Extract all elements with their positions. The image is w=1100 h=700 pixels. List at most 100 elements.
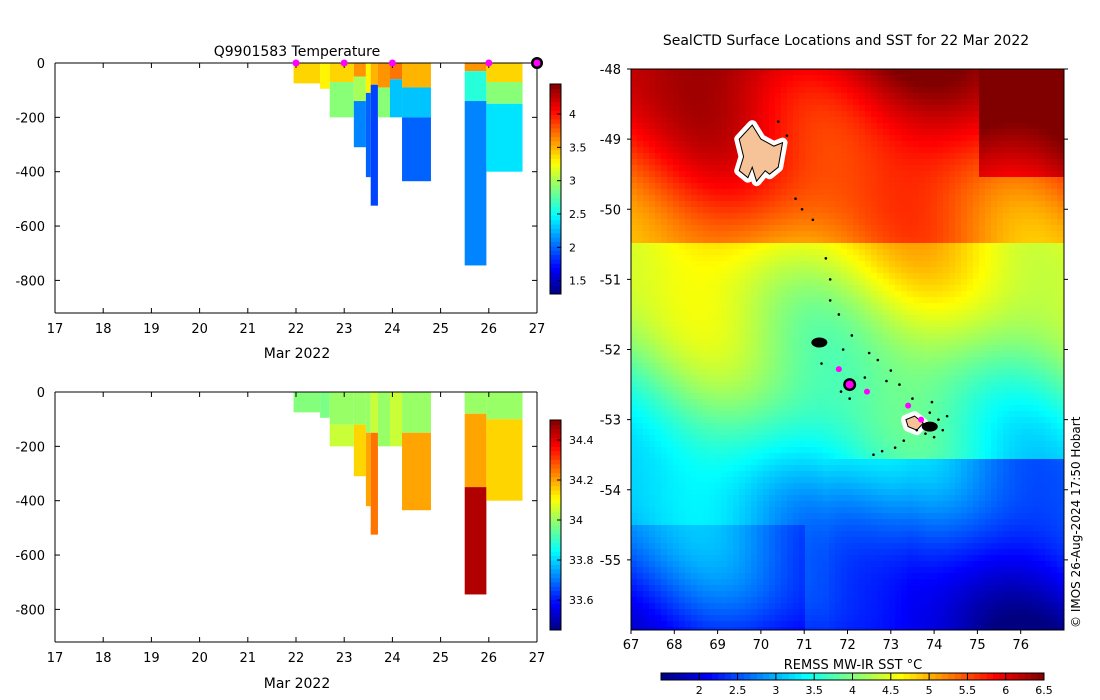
sst-cell [799,429,806,436]
sst-cell [733,81,740,88]
sst-cell [781,81,788,88]
sst-cell [655,423,662,430]
sst-cell [751,333,758,340]
sst-cell [649,129,656,136]
sst-cell [763,453,770,460]
sst-cell [787,183,794,190]
sst-cell [979,321,986,328]
sst-cell [817,387,824,394]
sst-cell [703,201,710,208]
sst-cell [991,423,998,430]
sst-cell [1033,285,1040,292]
sst-cell [787,405,794,412]
sst-cell [805,189,812,196]
sst-cell [793,387,800,394]
sst-cell [949,201,956,208]
sst-cell [1051,285,1058,292]
sst-cell [889,411,896,418]
sst-cell [1051,255,1058,262]
sst-cell [667,453,674,460]
sst-cell [685,255,692,262]
sst-cell [1045,279,1052,286]
sst-cell [913,237,920,244]
sst-cell [895,153,902,160]
sst-cell [949,387,956,394]
sst-cell [889,285,896,292]
sst-cell [685,333,692,340]
y-tick-label: -600 [15,549,45,564]
sst-cell [871,441,878,448]
sst-cell [871,255,878,262]
sst-cell [673,417,680,424]
sst-cell [745,69,752,76]
sst-cell [1003,129,1010,136]
sst-cell [967,183,974,190]
colorbar-cell [550,551,561,557]
sst-cell [721,219,728,226]
sst-cell [901,285,908,292]
sst-cell [631,351,638,358]
sst-cell [745,93,752,100]
sst-cell [871,357,878,364]
sst-cell [673,363,680,370]
x-tick-label: 26 [481,322,498,337]
sst-cell [1039,117,1046,124]
temperature-panel: 17 18 19 20 21 22 23 24 25 26 270-200-400-600-800 1… [15,44,586,362]
sst-cell [937,363,944,370]
sst-cell [697,333,704,340]
x-tick-label: 23 [336,322,353,337]
sst-cell [1051,309,1058,316]
sst-cell [937,81,944,88]
sst-cell [697,165,704,172]
sst-cell [715,285,722,292]
sst-cell [889,321,896,328]
sst-cell [1045,69,1052,76]
sst-cell [703,261,710,268]
sst-cell [649,429,656,436]
sst-cell [907,201,914,208]
sst-cell [703,195,710,202]
sst-cell [1057,411,1064,418]
sst-cell [649,249,656,256]
sst-cell [655,237,662,244]
colorbar-cell [550,433,561,438]
sst-cell [631,105,638,112]
sst-cell [943,273,950,280]
sst-cell [697,285,704,292]
sst-cell [811,129,818,136]
sst-cell [697,183,704,190]
sst-cell [763,201,770,208]
sst-cell [667,111,674,118]
sst-cell [853,393,860,400]
sst-cell [733,243,740,250]
sst-cell [715,291,722,298]
sst-cell [1009,219,1016,226]
profile-6-layer-0 [377,392,390,447]
sst-cell [793,303,800,310]
x-tick-label: 22 [288,322,305,337]
sst-cell [649,339,656,346]
sst-cell [763,291,770,298]
sst-cell [781,249,788,256]
sst-cell [841,123,848,130]
sst-cell [1045,93,1052,100]
sst-cell [841,105,848,112]
sst-cell [937,429,944,436]
sst-cell [661,159,668,166]
sst-cell [967,201,974,208]
sst-cell [679,177,686,184]
sst-cell [649,399,656,406]
sst-cell [991,273,998,280]
sst-cell [817,195,824,202]
sst-cell [1033,99,1040,106]
sst-cell [1051,147,1058,154]
sst-cell [751,393,758,400]
sst-cell [907,69,914,76]
sst-cell [769,123,776,130]
sst-cell [655,93,662,100]
sst-cell [865,87,872,94]
sst-cell [757,417,764,424]
sst-cell [883,435,890,442]
sst-cell [865,303,872,310]
sst-cell [721,411,728,418]
